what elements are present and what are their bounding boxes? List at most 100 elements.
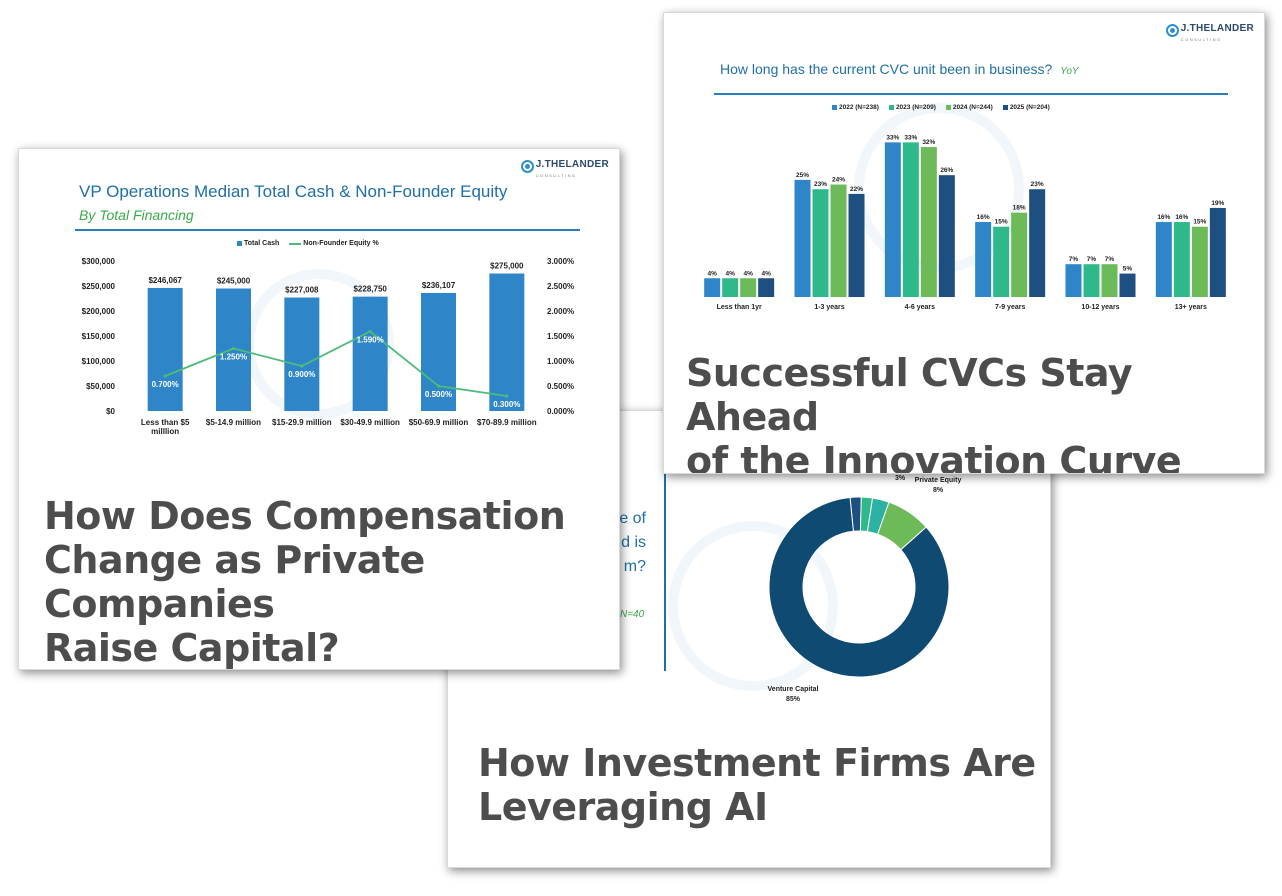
chart-subtitle: YoY (1060, 66, 1079, 77)
y-tick-label: $250,000 (82, 282, 116, 291)
bar (1155, 222, 1172, 297)
donut-chart: 3% Private Equity 8% Venture Capital 85% (768, 475, 962, 703)
bar-value-label: 33% (904, 134, 917, 141)
bar (902, 142, 919, 297)
logo-subtitle: CONSULTING (535, 173, 577, 178)
bar (1173, 222, 1190, 297)
background-swirl (668, 521, 838, 691)
legend-item-2022: 2022 (N=238) (832, 104, 879, 111)
bar (740, 278, 757, 297)
bar (920, 147, 937, 297)
bar (147, 287, 183, 411)
x-tick-label: $15-29.9 million (272, 418, 332, 427)
bar-value-label: 22% (850, 186, 863, 193)
bar-value-label: $227,008 (285, 285, 319, 294)
chart-legend: 2022 (N=238) 2023 (N=209) 2024 (N=244) 2… (832, 104, 1060, 111)
legend-item-2023: 2023 (N=209) (888, 104, 936, 111)
bar-value-label: $228,750 (353, 285, 387, 294)
slice-percent-label: 8% (933, 487, 944, 494)
bar-value-label: 23% (1031, 181, 1044, 188)
chart-subtitle: By Total Financing (79, 207, 194, 223)
y-tick-label: $300,000 (82, 257, 116, 266)
bar (1101, 264, 1118, 297)
equity-value-label: 1.590% (357, 336, 384, 345)
x-tick-label: $5-14.9 million (206, 418, 261, 427)
cvc-slide-card[interactable]: J.THELANDER CONSULTING How long has the … (663, 12, 1265, 474)
y2-tick-label: 2.000% (547, 307, 574, 316)
equity-point (300, 364, 304, 368)
bar-value-label: 19% (1211, 200, 1224, 207)
question-fragment-line: d is (621, 534, 646, 551)
y-tick-label: $0 (106, 407, 115, 416)
bar (1119, 273, 1136, 297)
x-tick-label: 4-6 years (905, 304, 935, 311)
bar-value-label: 16% (1157, 214, 1170, 221)
bar-value-label: 4% (707, 270, 717, 277)
y-tick-label: $150,000 (82, 332, 116, 341)
equity-point (163, 374, 167, 378)
bar (421, 292, 456, 411)
bar-value-label: $246,067 (148, 276, 182, 285)
legend-label: 2023 (N=209) (895, 104, 936, 111)
legend-swatch (888, 105, 894, 110)
bar (993, 226, 1010, 297)
bar (284, 297, 320, 411)
x-tick-label: 1-3 years (814, 304, 844, 311)
bar-value-label: $236,107 (422, 281, 456, 290)
chart-legend: Total Cash Non-Founder Equity % (237, 240, 389, 247)
logo-name: J.THELANDER (1180, 23, 1254, 34)
bar-value-label: $275,000 (490, 262, 524, 271)
bar-value-label: 18% (1013, 205, 1026, 212)
equity-point (436, 384, 441, 388)
y2-tick-label: 1.000% (547, 357, 574, 366)
x-tick-label: $70-89.9 million (477, 418, 537, 427)
x-tick-label: 7-9 years (995, 304, 1025, 311)
legend-item-equity: Non-Founder Equity % (289, 240, 379, 247)
legend-swatch (289, 242, 302, 245)
slice-percent-label: 85% (786, 696, 801, 703)
bar (1065, 264, 1082, 297)
question-fragment: e of d is m? (598, 507, 646, 579)
legend-label: Total Cash (244, 240, 280, 247)
company-logo: J.THELANDER CONSULTING (1165, 18, 1254, 42)
bar (1029, 189, 1046, 297)
x-tick-label: Less than 1yr (717, 304, 762, 311)
bar-value-label: 4% (761, 270, 771, 277)
logo-name: J.THELANDER (535, 159, 609, 170)
bar (1083, 264, 1100, 297)
slice-category-label: Private Equity (915, 477, 962, 484)
bar (352, 296, 388, 411)
equity-point (231, 346, 236, 351)
compensation-slide-card[interactable]: J.THELANDER CONSULTING VP Operations Med… (18, 148, 620, 670)
equity-point (505, 394, 509, 398)
bar (938, 175, 955, 297)
bar-value-label: 23% (814, 181, 827, 188)
legend-swatch (832, 105, 837, 110)
bar (848, 193, 865, 297)
equity-value-label: 0.700% (152, 380, 179, 389)
y-tick-label: $50,000 (86, 382, 115, 391)
bar (812, 189, 829, 297)
chart-title-text: How long has the current CVC unit been i… (720, 61, 1053, 77)
x-tick-label: $30-49.9 million (340, 418, 400, 427)
equity-value-label: 0.900% (288, 370, 315, 379)
title-rule (714, 93, 1228, 95)
legend-label: 2024 (N=244) (952, 104, 993, 111)
ai-slide-card[interactable]: e of d is m? N=40 3% Private Equity 8% Vent… (447, 410, 1051, 868)
chart-title: How long has the current CVC unit been i… (720, 61, 1079, 77)
bar-value-label: 15% (1193, 219, 1206, 226)
bar-value-label: 15% (995, 219, 1008, 226)
donut-slice (768, 496, 950, 678)
y2-tick-label: 0.500% (547, 382, 574, 391)
logo-icon (520, 159, 534, 173)
legend-item-2024: 2024 (N=244) (945, 104, 993, 111)
y-tick-label: $100,000 (82, 357, 116, 366)
bar (758, 278, 775, 297)
bar-value-label: 7% (1069, 256, 1079, 263)
y2-tick-label: 0.000% (547, 407, 574, 416)
bar-value-label: $245,000 (217, 277, 251, 286)
y2-tick-label: 1.500% (547, 332, 574, 341)
legend-item-2025: 2025 (N=204) (1002, 104, 1050, 111)
slice-category-label: Venture Capital (768, 686, 819, 693)
compensation-chart: $0 $50,000 $100,000 $150,000 $200,000 $250,00… (82, 257, 575, 436)
